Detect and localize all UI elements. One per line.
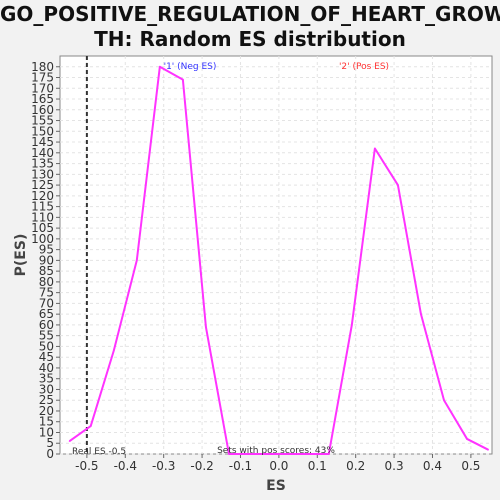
x-tick-label: 0.3 bbox=[385, 459, 404, 473]
x-tick-label: 0.2 bbox=[346, 459, 365, 473]
y-tick-label: 110 bbox=[31, 210, 54, 224]
data-point bbox=[278, 453, 280, 455]
data-point bbox=[420, 313, 422, 315]
data-point bbox=[397, 184, 399, 186]
y-tick-label: 90 bbox=[39, 253, 54, 267]
y-tick-label: 150 bbox=[31, 124, 54, 138]
data-point bbox=[487, 448, 489, 451]
y-tick-label: 10 bbox=[39, 425, 54, 439]
pos-es-label: '2' (Pos ES) bbox=[339, 62, 389, 72]
x-tick-label: -0.4 bbox=[114, 459, 137, 473]
y-tick-label: 120 bbox=[31, 189, 54, 203]
y-tick-label: 180 bbox=[31, 60, 54, 74]
data-point bbox=[89, 425, 92, 427]
data-point bbox=[251, 453, 253, 455]
y-tick-label: 70 bbox=[39, 296, 54, 310]
y-tick-label: 135 bbox=[31, 157, 54, 171]
y-tick-label: 170 bbox=[31, 81, 54, 95]
y-tick-label: 145 bbox=[31, 135, 54, 149]
x-axis-title: ES bbox=[266, 478, 286, 494]
y-tick-label: 175 bbox=[31, 71, 54, 85]
y-tick-label: 0 bbox=[46, 447, 54, 461]
x-tick-label: -0.2 bbox=[190, 459, 213, 473]
data-point bbox=[182, 78, 184, 81]
data-point bbox=[112, 349, 115, 352]
y-tick-label: 45 bbox=[39, 350, 54, 364]
y-tick-label: 20 bbox=[39, 404, 54, 418]
data-point bbox=[205, 326, 207, 328]
y-tick-label: 140 bbox=[31, 146, 54, 160]
chart-title-line-2: TH: Random ES distribution bbox=[94, 27, 406, 51]
plot-area bbox=[59, 55, 493, 455]
y-tick-label: 105 bbox=[31, 221, 54, 235]
pos-scores-label: Sets with pos scores: 43% bbox=[217, 446, 335, 456]
y-tick-label: 80 bbox=[39, 275, 54, 289]
y-tick-label: 15 bbox=[39, 415, 54, 429]
data-point bbox=[304, 453, 307, 455]
y-tick-label: 55 bbox=[39, 329, 54, 343]
data-point bbox=[68, 440, 71, 442]
y-tick-label: 95 bbox=[39, 243, 54, 257]
x-tick-label: 0.4 bbox=[423, 459, 442, 473]
y-tick-label: 40 bbox=[39, 361, 54, 375]
data-point bbox=[351, 324, 353, 326]
data-point bbox=[228, 453, 230, 455]
y-tick-label: 75 bbox=[39, 286, 54, 300]
y-tick-label: 125 bbox=[31, 178, 54, 192]
x-tick-label: -0.1 bbox=[229, 459, 252, 473]
x-tick-label: 0.5 bbox=[461, 459, 480, 473]
x-tick-label: -0.5 bbox=[75, 459, 98, 473]
y-tick-label: 165 bbox=[31, 92, 54, 106]
y-axis-title: P(ES) bbox=[13, 234, 29, 277]
x-tick-label: 0.0 bbox=[269, 459, 288, 473]
data-point bbox=[466, 438, 468, 440]
data-point bbox=[136, 259, 138, 262]
y-tick-label: 130 bbox=[31, 167, 54, 181]
neg-es-label: '1' (Neg ES) bbox=[164, 62, 217, 72]
chart-title-line-1: GO_POSITIVE_REGULATION_OF_HEART_GROW bbox=[0, 2, 500, 26]
y-tick-label: 50 bbox=[39, 339, 54, 353]
y-tick-label: 115 bbox=[31, 200, 54, 214]
y-tick-label: 35 bbox=[39, 372, 54, 386]
y-tick-label: 25 bbox=[39, 393, 54, 407]
data-point bbox=[159, 65, 161, 68]
data-point bbox=[374, 147, 376, 150]
chart-title: GO_POSITIVE_REGULATION_OF_HEART_GROW TH:… bbox=[0, 2, 500, 52]
real-es-label: Real ES -0.5 bbox=[72, 447, 126, 457]
y-tick-label: 160 bbox=[31, 103, 54, 117]
y-tick-label: 100 bbox=[31, 232, 54, 246]
y-tick-label: 60 bbox=[39, 318, 54, 332]
data-point bbox=[328, 453, 330, 455]
y-tick-label: 65 bbox=[39, 307, 54, 321]
y-tick-label: 5 bbox=[46, 436, 54, 450]
x-tick-label: 0.1 bbox=[308, 459, 327, 473]
y-tick-label: 30 bbox=[39, 382, 54, 396]
y-tick-label: 85 bbox=[39, 264, 54, 278]
y-tick-label: 155 bbox=[31, 114, 54, 128]
data-point bbox=[443, 399, 445, 402]
x-tick-label: -0.3 bbox=[152, 459, 175, 473]
